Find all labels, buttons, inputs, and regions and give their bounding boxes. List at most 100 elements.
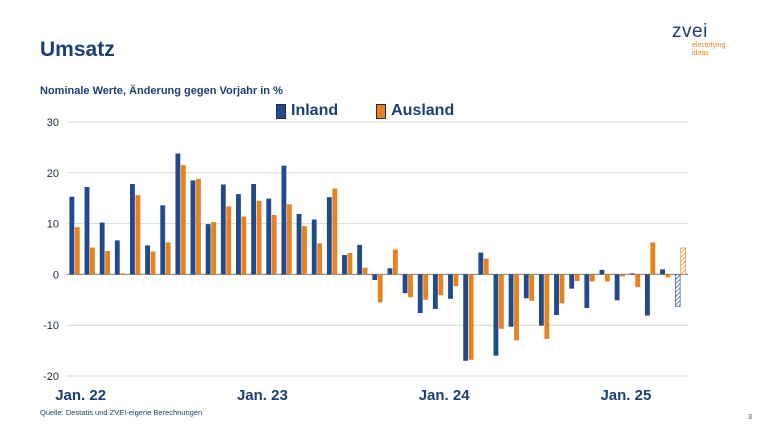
bar-inland — [674, 274, 681, 307]
bar-inland — [508, 274, 514, 327]
bar-inland — [387, 268, 393, 275]
bar-ausland — [483, 258, 489, 275]
bar-inland — [614, 274, 620, 301]
y-tick-label: 0 — [53, 269, 59, 281]
bar-inland — [538, 274, 544, 326]
bar-ausland — [120, 273, 126, 275]
source-note: Quelle: Destatis und ZVEI-eigene Berechn… — [40, 408, 203, 417]
x-tick-label: Jan. 25 — [600, 387, 651, 404]
bar-inland — [236, 194, 241, 275]
bar-inland — [205, 224, 211, 275]
bar-ausland — [211, 222, 217, 275]
bar-inland — [357, 244, 363, 275]
bar-ausland — [165, 242, 171, 275]
bar-ausland — [408, 274, 413, 298]
bar-ausland — [286, 204, 292, 275]
bar-inland — [311, 219, 317, 275]
legend-label-inland: Inland — [291, 102, 339, 119]
bar-inland — [266, 198, 272, 275]
bar-ausland — [423, 274, 429, 300]
bar-inland — [629, 273, 635, 275]
bar-ausland — [332, 188, 338, 275]
bar-inland — [145, 245, 151, 275]
bar-inland — [114, 240, 120, 275]
bar-ausland — [105, 251, 111, 275]
zvei-logo: zvei electrifying ideas — [672, 22, 752, 58]
bar-ausland — [317, 243, 323, 275]
bar-inland — [84, 187, 90, 275]
bar-inland — [251, 183, 257, 275]
bar-inland — [644, 274, 650, 316]
bar-ausland — [256, 200, 262, 275]
bar-ausland — [680, 247, 686, 275]
x-tick-label: Jan. 23 — [237, 387, 288, 404]
bar-ausland — [180, 165, 186, 275]
bar-inland — [523, 274, 529, 299]
bar-ausland — [605, 274, 610, 282]
bar-ausland — [544, 274, 550, 339]
bar-inland — [402, 274, 408, 294]
logo-tagline-2: ideas — [692, 50, 709, 57]
bar-ausland — [574, 274, 580, 281]
bar-ausland — [226, 206, 232, 275]
bar-inland — [463, 274, 469, 361]
bar-inland — [69, 196, 75, 275]
bar-inland — [448, 274, 453, 299]
bar-inland — [599, 269, 605, 275]
x-tick-label: Jan. 22 — [55, 387, 106, 404]
chart-subtitle: Nominale Werte, Änderung gegen Vorjahr i… — [40, 85, 283, 97]
logo-tagline-1: electrifying — [692, 42, 726, 49]
bar-inland — [326, 197, 332, 275]
bar-inland — [160, 205, 166, 275]
bar-ausland — [241, 216, 247, 275]
y-tick-label: 30 — [47, 117, 59, 129]
bar-inland — [190, 180, 196, 275]
page-number: 3 — [748, 414, 752, 421]
bar-inland — [493, 274, 499, 356]
bar-inland — [372, 274, 378, 280]
bar-ausland — [559, 274, 565, 304]
bar-ausland — [196, 178, 201, 275]
bar-ausland — [90, 247, 95, 275]
bar-ausland — [635, 274, 641, 288]
bar-inland — [554, 274, 559, 316]
bar-ausland — [468, 274, 474, 360]
bar-ausland — [438, 274, 444, 296]
logo-word: zvei — [672, 21, 708, 42]
bar-ausland — [377, 274, 383, 303]
legend-swatch-ausland — [376, 103, 387, 119]
x-tick-label: Jan. 24 — [419, 387, 471, 404]
bar-ausland — [620, 274, 625, 277]
bar-inland — [417, 274, 423, 314]
bar-ausland — [150, 251, 156, 275]
bar-ausland — [135, 195, 141, 275]
bar-inland — [296, 213, 302, 275]
bar-ausland — [498, 274, 504, 329]
chart-legend: Inland Ausland — [276, 102, 492, 120]
bar-ausland — [392, 249, 398, 275]
bar-inland — [569, 274, 575, 289]
bar-ausland — [529, 274, 535, 301]
bar-inland — [99, 222, 105, 275]
bar-ausland — [650, 242, 656, 275]
bar-inland — [660, 269, 665, 275]
bar-ausland — [302, 226, 307, 275]
bar-inland — [432, 274, 438, 309]
bar-ausland — [362, 267, 368, 275]
bar-ausland — [665, 274, 671, 278]
bar-inland — [281, 165, 287, 275]
bar-ausland — [347, 253, 353, 275]
bar-ausland — [589, 274, 595, 282]
bar-inland — [342, 255, 347, 275]
bar-ausland — [514, 274, 519, 341]
legend-item-ausland: Ausland — [376, 102, 454, 120]
y-tick-label: 20 — [47, 168, 59, 180]
y-tick-label: -10 — [43, 320, 59, 332]
y-tick-label: -20 — [43, 371, 59, 383]
bar-inland — [175, 153, 181, 275]
bar-ausland — [453, 274, 459, 287]
legend-label-ausland: Ausland — [391, 102, 455, 119]
bar-inland — [584, 274, 590, 308]
slide-title: Umsatz — [40, 38, 115, 61]
bar-ausland — [74, 227, 80, 275]
